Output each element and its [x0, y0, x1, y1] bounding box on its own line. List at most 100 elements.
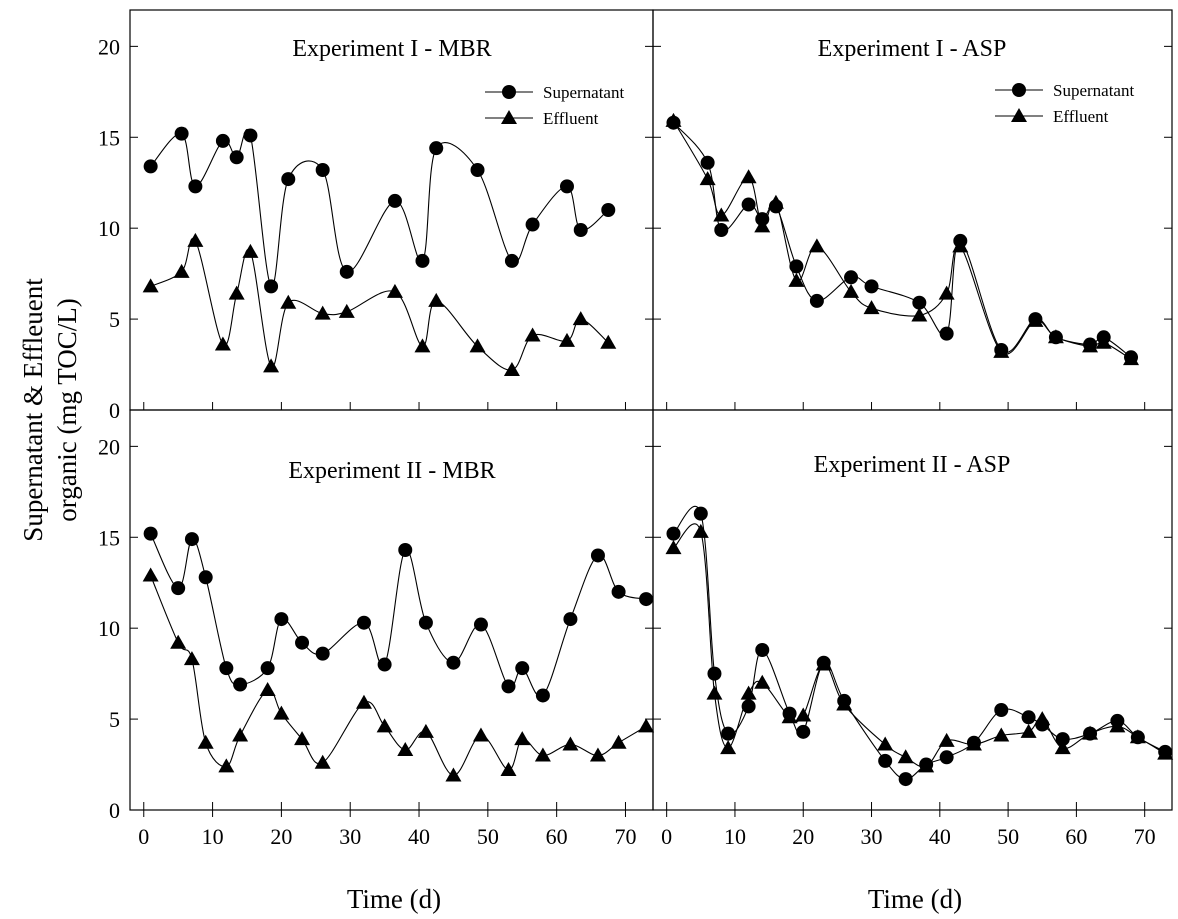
- panel-title: Experiment I - MBR: [292, 36, 491, 62]
- series-effluent: [142, 232, 617, 376]
- circle-point: [215, 133, 230, 148]
- triangle-point: [720, 740, 737, 755]
- x-tick-label: 30: [861, 824, 883, 849]
- triangle-point: [1157, 745, 1174, 760]
- circle-point: [504, 253, 519, 268]
- x-tick-label: 40: [929, 824, 951, 849]
- circle-point: [339, 264, 354, 279]
- circle-point: [755, 643, 770, 657]
- triangle-point: [280, 294, 297, 309]
- series-effluent: [142, 567, 655, 782]
- triangle-point: [1020, 723, 1037, 738]
- triangle-point: [610, 734, 627, 749]
- circle-point: [233, 677, 248, 692]
- circle-point: [864, 279, 879, 294]
- circle-point: [473, 617, 488, 632]
- triangle-point: [808, 238, 825, 253]
- x-tick-label: 50: [477, 824, 499, 849]
- circle-point: [429, 141, 444, 156]
- triangle-point: [142, 567, 159, 582]
- triangle-point: [259, 682, 276, 696]
- x-axis-title-right: Time (d): [868, 884, 962, 914]
- y-tick-label: 5: [109, 307, 120, 332]
- y-tick-label: 10: [98, 216, 120, 241]
- circle-point: [387, 193, 402, 208]
- circle-point: [174, 126, 189, 141]
- circle-point: [260, 661, 275, 676]
- triangle-point: [314, 305, 331, 320]
- triangle-point: [197, 734, 214, 749]
- triangle-point: [273, 705, 290, 720]
- panel-title: Experiment I - ASP: [818, 36, 1007, 62]
- series-supernatant: [143, 526, 654, 703]
- triangle-point: [214, 336, 231, 351]
- triangle-point: [1095, 334, 1112, 349]
- triangle-point: [386, 283, 403, 298]
- triangle-point: [170, 634, 187, 649]
- panel-frame: [652, 409, 1173, 811]
- triangle-point: [938, 285, 955, 300]
- circle-point: [1021, 710, 1036, 725]
- triangle-point: [558, 332, 575, 347]
- triangle-point: [589, 747, 606, 762]
- triangle-point: [562, 736, 579, 751]
- triangle-point: [232, 727, 249, 742]
- triangle-point: [218, 758, 235, 773]
- panel-title: Experiment II - ASP: [814, 452, 1011, 478]
- triangle-point: [993, 727, 1010, 742]
- triangle-point: [534, 747, 551, 762]
- circle-point: [939, 326, 954, 341]
- circle-point: [184, 532, 199, 547]
- triangle-point: [938, 732, 955, 747]
- series-supernatant: [143, 126, 616, 294]
- series-line: [673, 122, 1132, 358]
- x-axis-title-left: Time (d): [347, 884, 441, 914]
- triangle-point: [376, 718, 393, 733]
- triangle-point: [638, 718, 655, 733]
- series-supernatant: [666, 505, 1173, 787]
- circle-point: [415, 253, 430, 268]
- y-tick-label: 10: [98, 616, 120, 641]
- triangle-point: [142, 278, 159, 293]
- panel-3: 0 5 10 15 20 0 10 20 30 40 50 60 70 Experiment II - M…: [98, 409, 655, 849]
- triangle-point: [1123, 351, 1140, 366]
- x-tick-label: 0: [661, 824, 672, 849]
- triangle-point: [355, 694, 372, 709]
- circle-point: [639, 592, 654, 607]
- y-axis-title-line2: organic (mg TOC/L): [52, 298, 82, 521]
- y-tick-label: 20: [98, 434, 120, 459]
- triangle-point: [428, 292, 445, 307]
- x-tick-label: 20: [792, 824, 814, 849]
- triangle-point: [469, 338, 486, 353]
- circle-point: [356, 615, 371, 630]
- triangle-point: [338, 303, 355, 318]
- triangle-point: [500, 762, 517, 776]
- circle-point: [501, 679, 516, 694]
- legend-circle-icon: [1012, 83, 1026, 97]
- x-tick-label: 60: [546, 824, 568, 849]
- triangle-point: [414, 338, 431, 353]
- triangle-point: [863, 300, 880, 315]
- triangle-point: [1082, 338, 1099, 353]
- triangle-point: [952, 238, 969, 253]
- circle-point: [171, 581, 186, 596]
- series-line: [150, 533, 647, 698]
- circle-point: [1055, 732, 1070, 747]
- y-tick-label: 5: [109, 707, 120, 732]
- panel-title: Experiment II - MBR: [288, 458, 495, 484]
- triangle-point: [600, 334, 617, 349]
- triangle-point: [692, 523, 709, 538]
- circle-point: [418, 615, 433, 630]
- legend-label: Effluent: [1053, 107, 1109, 126]
- circle-point: [741, 197, 756, 212]
- x-tick-label: 70: [614, 824, 636, 849]
- triangle-point: [965, 736, 982, 751]
- circle-point: [219, 661, 234, 676]
- triangle-point: [836, 696, 853, 711]
- triangle-point: [445, 767, 462, 782]
- circle-point: [700, 155, 715, 170]
- circle-point: [912, 295, 927, 310]
- triangle-point: [754, 218, 771, 233]
- circle-point: [515, 661, 530, 676]
